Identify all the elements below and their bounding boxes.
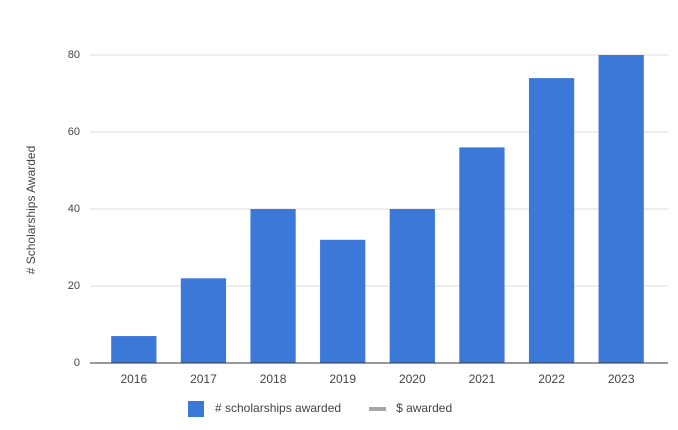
legend-swatch [188,401,204,417]
y-axis-label: # Scholarships Awarded [24,146,38,275]
y-tick-label: 20 [68,280,80,292]
bar [389,209,435,363]
legend-label: # scholarships awarded [215,401,341,415]
x-tick-label: 2022 [538,372,565,386]
bar [528,78,575,363]
bar [598,55,644,363]
bar [250,209,296,363]
bar [459,147,505,363]
y-tick-label: 60 [68,126,80,138]
y-tick-label: 80 [68,49,80,61]
y-tick-label: 0 [74,357,80,369]
bar [180,278,227,363]
x-tick-label: 2023 [608,372,635,386]
x-tick-label: 2017 [190,372,217,386]
bar [111,336,157,363]
x-tick-label: 2018 [260,372,287,386]
x-tick-label: 2016 [120,372,147,386]
x-tick-label: 2019 [329,372,356,386]
x-tick-label: 2020 [399,372,426,386]
x-tick-label: 2021 [469,372,496,386]
bar [320,239,366,363]
y-tick-label: 40 [68,203,80,215]
legend-label: $ awarded [396,401,452,415]
